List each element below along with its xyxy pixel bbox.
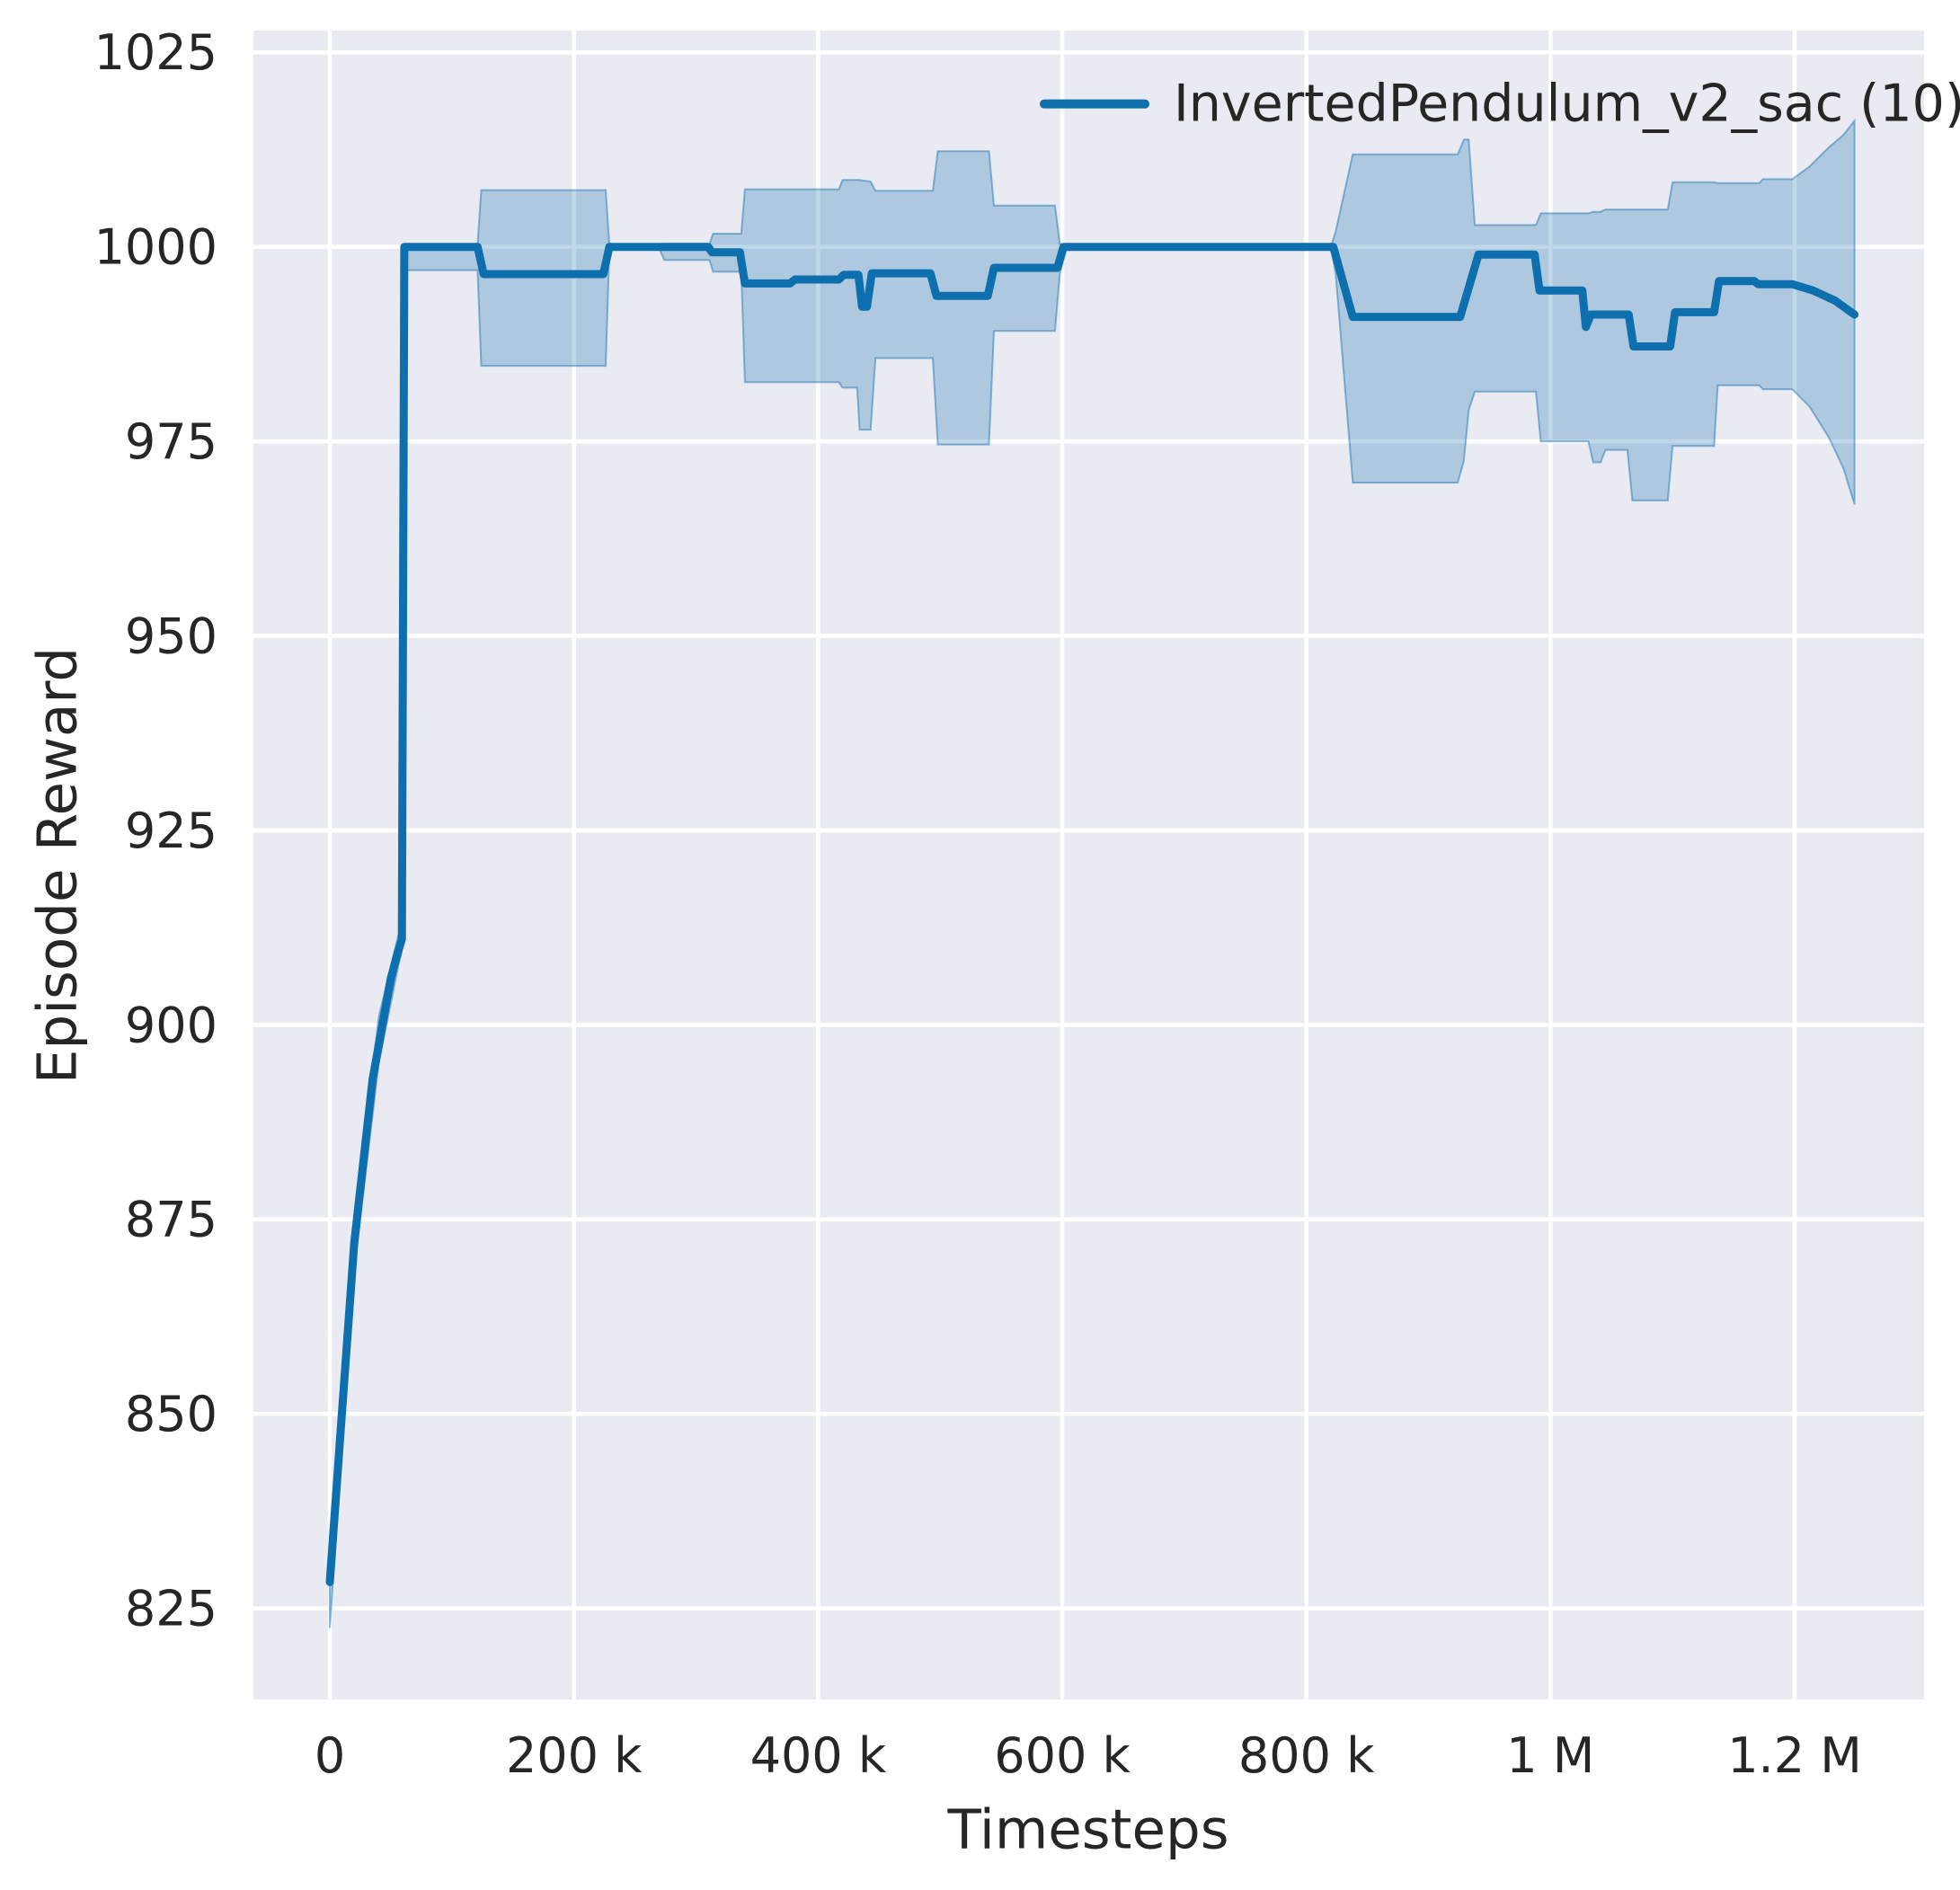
y-tick-label: 1000 — [94, 219, 217, 276]
x-tick-label: 200 k — [506, 1727, 643, 1784]
y-tick-label: 925 — [125, 803, 217, 859]
legend-line-swatch — [1040, 100, 1149, 109]
x-tick-label: 1 M — [1506, 1727, 1594, 1784]
y-tick-label: 900 — [125, 997, 217, 1053]
y-tick-label: 875 — [125, 1192, 217, 1248]
y-tick-label: 950 — [125, 608, 217, 664]
legend: InvertedPendulum_v2_sac (10) — [1040, 74, 1960, 134]
plot-area — [253, 31, 1924, 1699]
x-tick-label: 400 k — [750, 1727, 887, 1784]
y-tick-label: 975 — [125, 413, 217, 470]
y-tick-label: 1025 — [94, 24, 217, 81]
y-tick-label: 825 — [125, 1581, 217, 1637]
series-line — [325, 243, 1859, 1586]
x-tick-label: 600 k — [994, 1727, 1131, 1784]
y-axis-label: Episode Reward — [25, 646, 90, 1085]
x-tick-label: 0 — [315, 1727, 345, 1784]
x-tick-label: 1.2 M — [1727, 1727, 1862, 1784]
x-axis-label: Timesteps — [947, 1797, 1229, 1862]
legend-label: InvertedPendulum_v2_sac (10) — [1174, 74, 1960, 134]
x-tick-label: 800 k — [1238, 1727, 1375, 1784]
y-tick-label: 850 — [125, 1386, 217, 1442]
